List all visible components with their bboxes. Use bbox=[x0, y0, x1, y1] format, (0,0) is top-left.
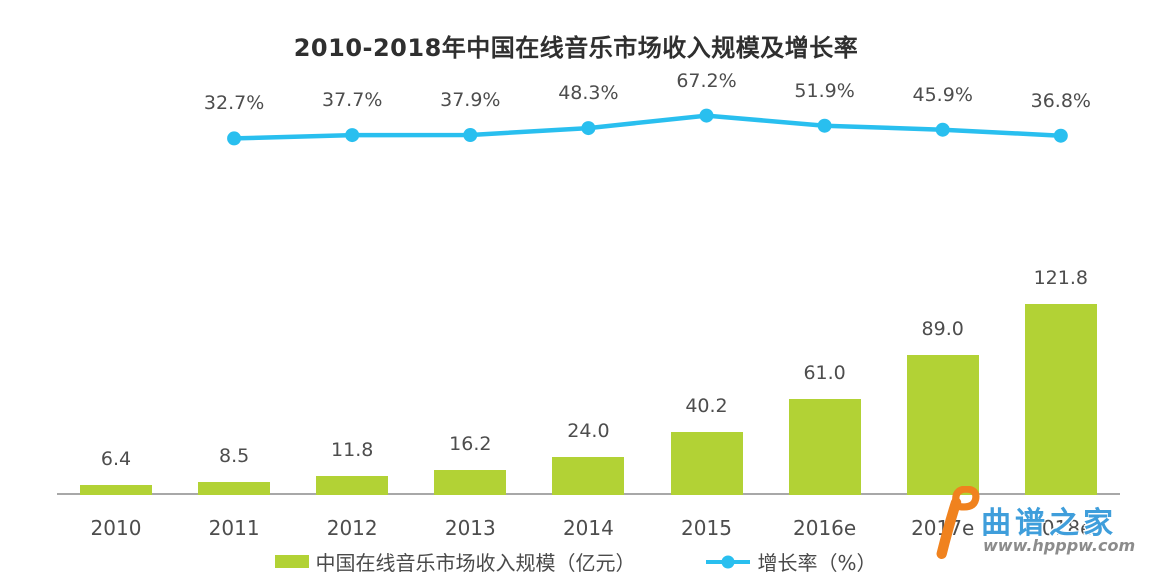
growth-rate-label: 48.3% bbox=[558, 82, 619, 105]
bar-value-label: 89.0 bbox=[921, 318, 964, 341]
revenue-bar bbox=[316, 476, 389, 495]
growth-rate-label: 37.9% bbox=[440, 88, 501, 111]
x-axis-label: 2016e bbox=[792, 516, 857, 540]
revenue-bar bbox=[198, 481, 271, 495]
revenue-bar bbox=[788, 399, 861, 495]
legend-item-growth: 增长率（%） bbox=[705, 547, 877, 576]
growth-rate-label: 37.7% bbox=[322, 89, 383, 112]
bar-value-label: 61.0 bbox=[803, 362, 846, 385]
chart-legend: 中国在线音乐市场收入规模（亿元） 增长率（%） bbox=[0, 547, 1152, 576]
revenue-bar bbox=[906, 355, 979, 495]
legend-item-revenue: 中国在线音乐市场收入规模（亿元） bbox=[275, 547, 635, 576]
growth-legend-marker-icon bbox=[706, 555, 751, 568]
revenue-bar bbox=[670, 431, 743, 495]
bar-value-label: 11.8 bbox=[331, 439, 374, 462]
x-axis-label: 2015 bbox=[681, 516, 732, 540]
x-axis-label: 2011 bbox=[208, 516, 260, 540]
x-axis-label: 2018e bbox=[1029, 516, 1093, 540]
watermark: 曲谱之家 www.hpppw.com bbox=[933, 486, 1148, 578]
chart-title: 2010-2018年中国在线音乐市场收入规模及增长率 bbox=[293, 34, 859, 62]
watermark-url: www.hpppw.com bbox=[983, 536, 1136, 555]
growth-rate-label: 67.2% bbox=[676, 69, 737, 92]
bar-value-label: 16.2 bbox=[449, 432, 492, 455]
revenue-bar bbox=[552, 457, 625, 495]
x-axis-label: 2013 bbox=[444, 516, 496, 540]
bar-value-label: 24.0 bbox=[567, 420, 610, 443]
revenue-bar bbox=[1024, 303, 1097, 495]
growth-rate-label: 45.9% bbox=[912, 83, 973, 106]
watermark-title: 曲谱之家 bbox=[981, 506, 1117, 541]
revenue-bar bbox=[80, 484, 152, 495]
revenue-legend-swatch-icon bbox=[275, 555, 310, 568]
x-axis-label: 2014 bbox=[562, 516, 614, 540]
bar-value-label: 6.4 bbox=[100, 447, 132, 470]
revenue-bar bbox=[434, 469, 507, 495]
x-axis-label: 2012 bbox=[326, 516, 378, 540]
growth-rate-label: 36.8% bbox=[1030, 89, 1091, 112]
growth-rate-label: 51.9% bbox=[794, 79, 855, 102]
x-axis-label: 2010 bbox=[90, 516, 142, 540]
growth-rate-label: 32.7% bbox=[203, 92, 265, 115]
revenue-legend-label: 中国在线音乐市场收入规模（亿元） bbox=[315, 551, 636, 575]
growth-legend-label: 增长率（%） bbox=[757, 551, 877, 575]
bar-value-label: 40.2 bbox=[685, 394, 728, 417]
bar-value-label: 121.8 bbox=[1033, 266, 1088, 289]
bar-value-label: 8.5 bbox=[218, 444, 250, 467]
watermark-logo-icon bbox=[936, 486, 980, 559]
